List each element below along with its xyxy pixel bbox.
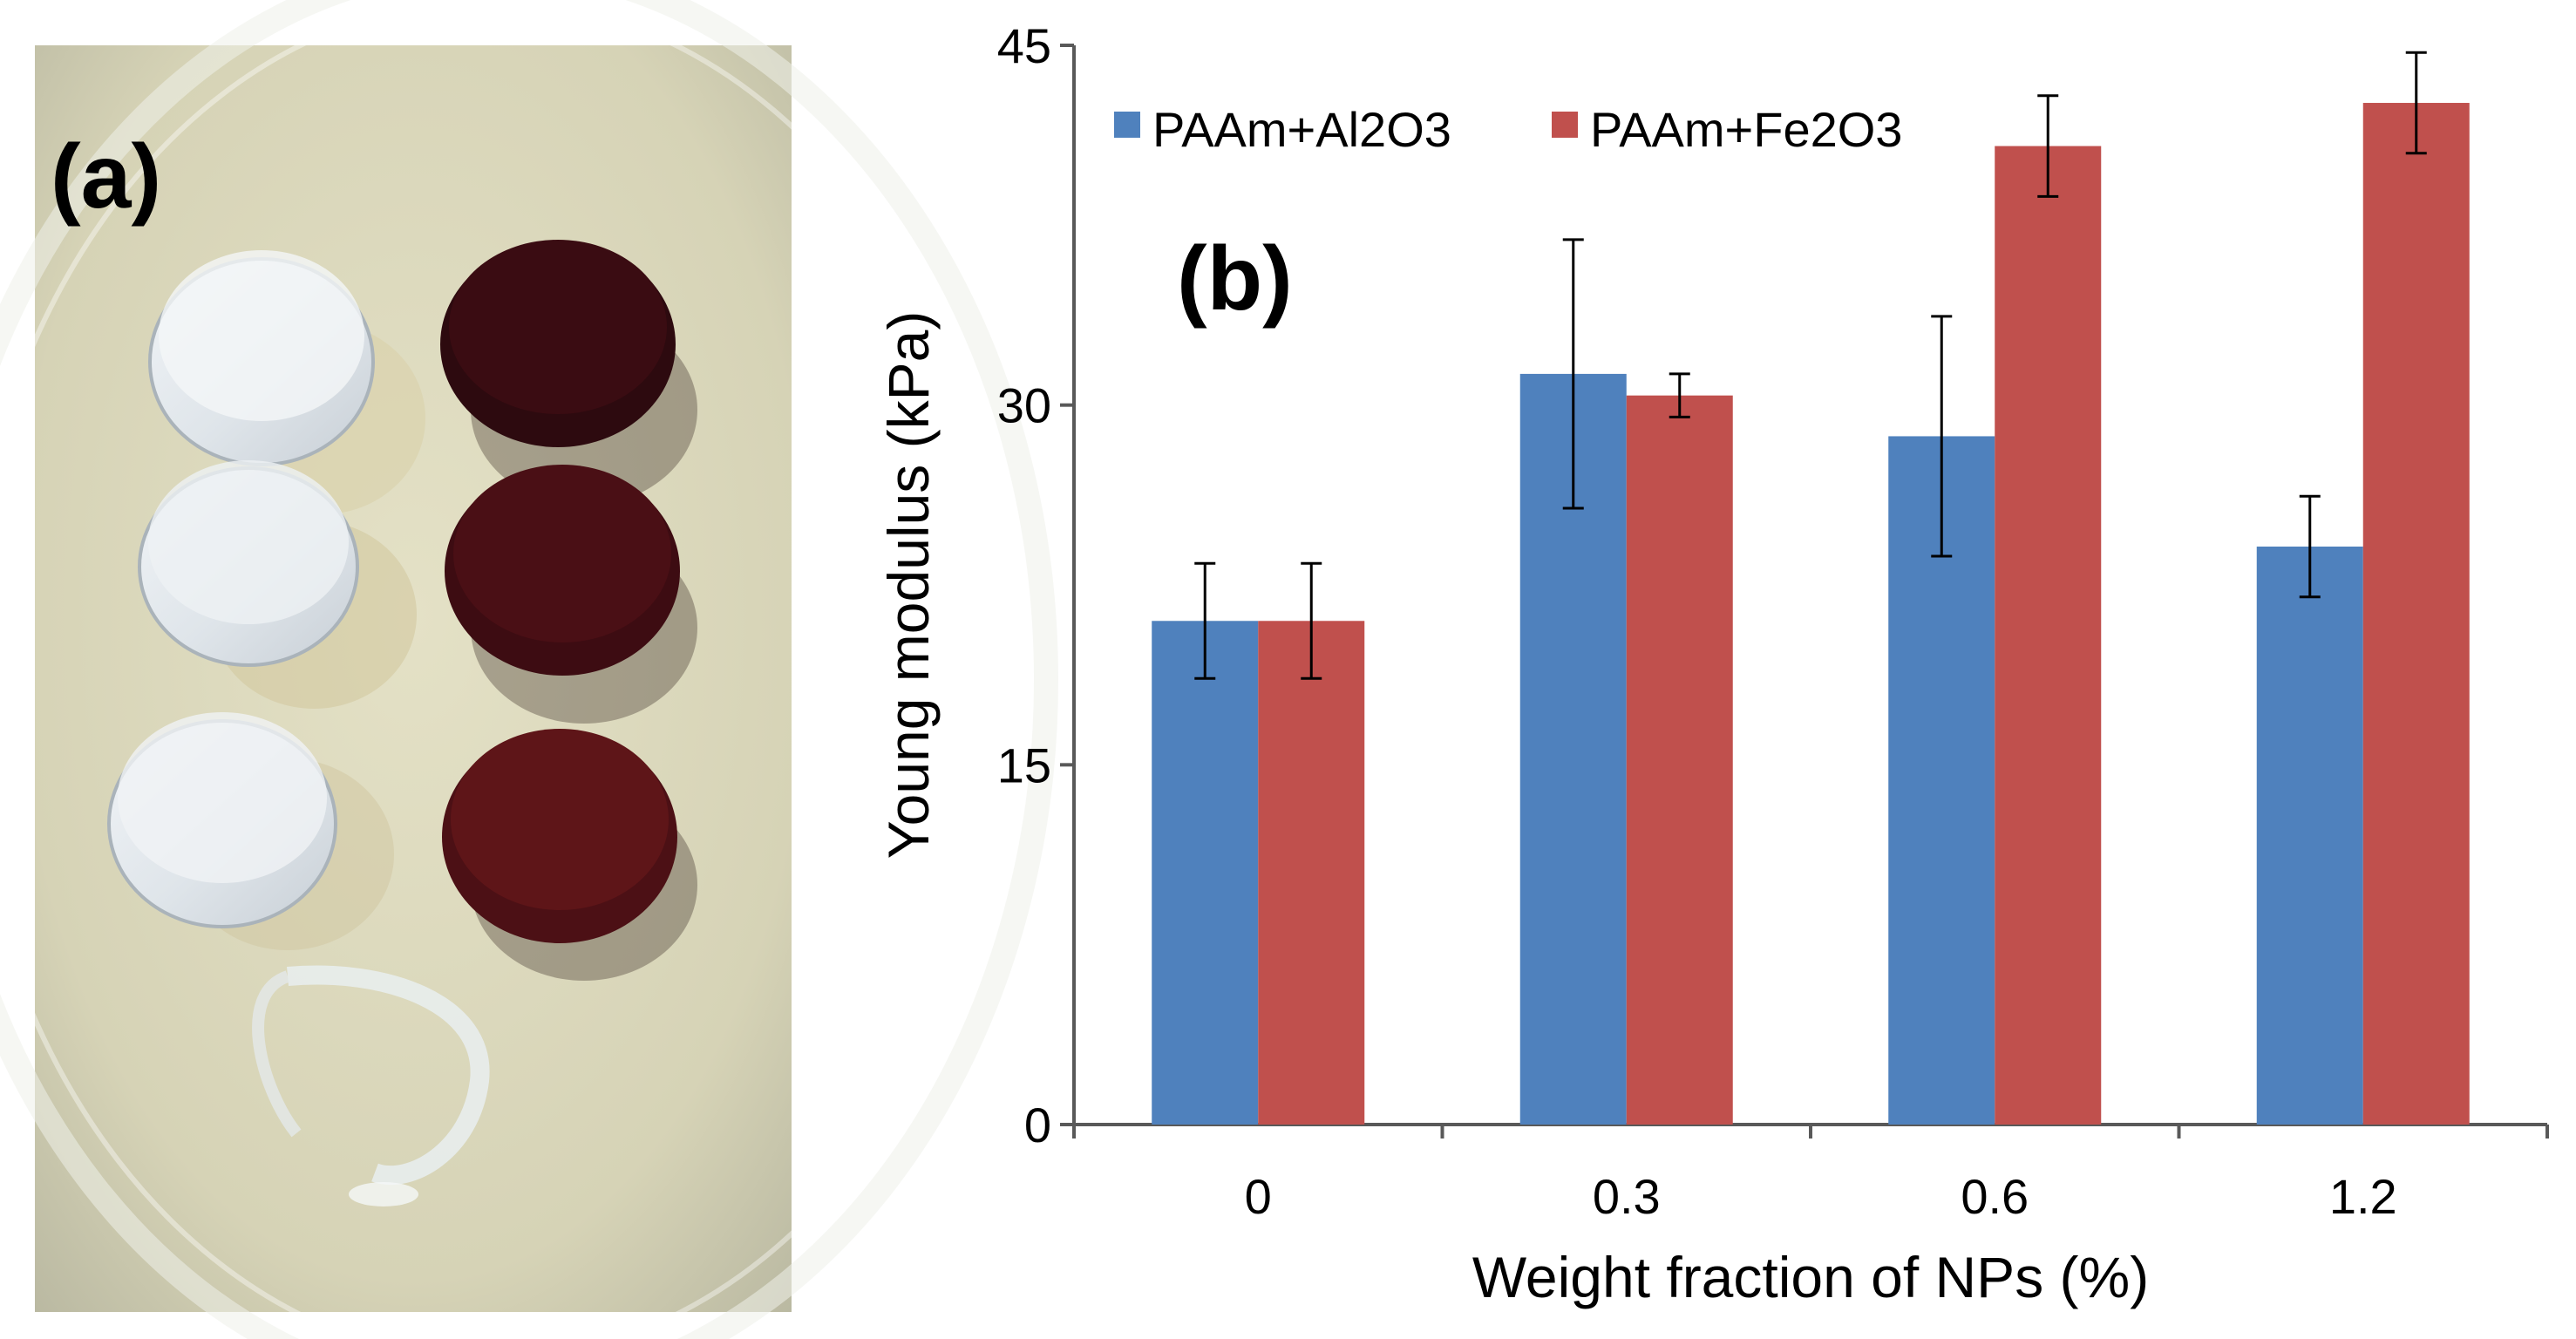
bar-fe2o3-1 xyxy=(1626,395,1733,1125)
x-tick-label: 1.2 xyxy=(2329,1169,2397,1224)
legend-swatch-fe2o3 xyxy=(1552,112,1578,138)
y-tick-label: 30 xyxy=(997,378,1051,433)
bar-fe2o3-3 xyxy=(2362,103,2470,1125)
iron-oxide-gel-disc-2 xyxy=(445,465,697,724)
y-tick-label: 0 xyxy=(1024,1098,1051,1152)
transparent-gel-disc-3 xyxy=(107,712,394,950)
panel-b-label: (b) xyxy=(1177,228,1293,330)
bar-al2o3-3 xyxy=(2256,546,2363,1125)
legend-label-al2o3: PAAm+Al2O3 xyxy=(1152,102,1451,157)
y-tick-label: 45 xyxy=(997,18,1051,73)
transparent-gel-disc-2 xyxy=(138,460,417,709)
panel-a-label: (a) xyxy=(51,126,161,228)
bar-al2o3-0 xyxy=(1152,621,1259,1125)
x-tick-label: 0.3 xyxy=(1593,1169,1661,1224)
iron-oxide-gel-disc-3 xyxy=(442,729,697,981)
legend-swatch-al2o3 xyxy=(1114,112,1140,138)
x-tick-label: 0.6 xyxy=(1961,1169,2029,1224)
broken-gel-ring xyxy=(252,965,490,1206)
iron-oxide-gel-disc-1 xyxy=(440,240,697,506)
legend-label-fe2o3: PAAm+Fe2O3 xyxy=(1590,102,1902,157)
bar-fe2o3-2 xyxy=(1995,146,2102,1125)
gel-sample-photo xyxy=(0,0,1058,1339)
legend: PAAm+Al2O3 PAAm+Fe2O3 xyxy=(1114,102,1902,157)
x-axis-title: Weight fraction of NPs (%) xyxy=(1472,1245,2149,1309)
x-tick-label: 0 xyxy=(1245,1169,1272,1224)
y-axis-title: Young modulus (kPa) xyxy=(876,311,941,860)
bar-fe2o3-0 xyxy=(1258,621,1365,1125)
y-tick-label: 15 xyxy=(997,737,1051,792)
